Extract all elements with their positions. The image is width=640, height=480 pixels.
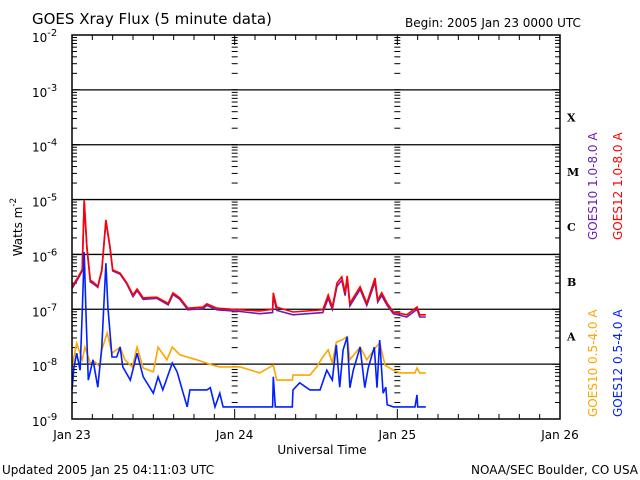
y-tick-labels: 10-2 10-3 10-4 10-5 10-6 10-7 10-8 10-9 — [32, 28, 57, 429]
axis-ticks — [71, 34, 561, 420]
legend-goes12-short: GOES12 0.5-4.0 A — [611, 309, 625, 417]
legend: GOES10 1.0-8.0 A GOES12 1.0-8.0 A GOES10… — [586, 132, 625, 417]
credit-label: NOAA/SEC Boulder, CO USA — [471, 463, 639, 477]
series-line-goes12-0-5-4-0-a — [71, 252, 426, 410]
legend-goes10-long: GOES10 1.0-8.0 A — [586, 132, 600, 240]
flare-class-label: A — [566, 331, 576, 344]
y-axis-label: Watts m-2 — [9, 198, 25, 257]
legend-goes10-short: GOES10 0.5-4.0 A — [586, 309, 600, 417]
y-tick-label: 10-7 — [32, 302, 57, 319]
series-line-goes12-1-0-8-0-a — [71, 200, 426, 316]
x-axis-label: Universal Time — [277, 443, 366, 457]
y-tick-label: 10-9 — [32, 412, 57, 429]
flare-class-label: M — [567, 166, 579, 179]
legend-goes12-long: GOES12 1.0-8.0 A — [611, 132, 625, 240]
begin-label: Begin: 2005 Jan 23 0000 UTC — [405, 16, 581, 30]
flare-class-label: C — [567, 221, 576, 234]
flare-class-label: B — [567, 276, 576, 289]
y-tick-label: 10-5 — [32, 193, 57, 210]
y-tick-label: 10-3 — [32, 83, 57, 100]
plot-frame — [71, 34, 561, 420]
grid-lines — [72, 89, 560, 365]
y-tick-label: 10-2 — [32, 28, 57, 45]
chart-title: GOES Xray Flux (5 minute data) — [32, 10, 272, 28]
x-tick-label: Jan 25 — [378, 428, 417, 442]
x-tick-labels: Jan 23 Jan 24 Jan 25 Jan 26 — [52, 428, 579, 442]
updated-label: Updated 2005 Jan 25 04:11:03 UTC — [2, 463, 214, 477]
y-tick-label: 10-4 — [32, 138, 57, 155]
flare-class-labels: X M C B A — [566, 111, 579, 343]
y-tick-label: 10-6 — [32, 247, 57, 264]
x-tick-label: Jan 24 — [215, 428, 254, 442]
x-tick-label: Jan 26 — [540, 428, 579, 442]
series-line-goes10-0-5-4-0-a — [71, 329, 426, 381]
x-tick-label: Jan 23 — [52, 428, 91, 442]
series-lines — [71, 200, 426, 410]
y-tick-label: 10-8 — [32, 357, 57, 374]
flare-class-label: X — [567, 111, 576, 124]
series-line-goes10-1-0-8-0-a — [71, 201, 426, 318]
